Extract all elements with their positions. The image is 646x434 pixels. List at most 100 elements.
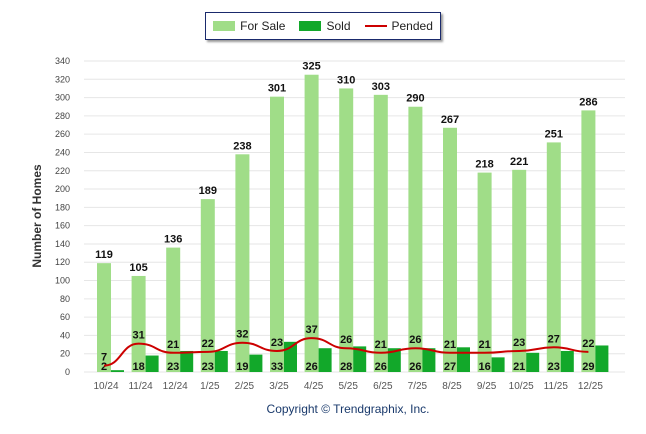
for-sale-bar xyxy=(546,142,561,372)
for-sale-bar xyxy=(166,247,181,372)
for-sale-swatch xyxy=(213,21,236,31)
sold-data-label: 16 xyxy=(478,361,490,373)
for-sale-bar xyxy=(200,199,215,372)
for-sale-data-label: 238 xyxy=(233,140,251,152)
y-tick-label: 340 xyxy=(55,56,70,66)
pended-data-label: 22 xyxy=(202,338,214,350)
x-tick-label: 6/25 xyxy=(373,381,393,392)
x-tick-label: 11/25 xyxy=(544,381,569,392)
copyright: Copyright © Trendgraphix, Inc. xyxy=(266,402,430,416)
y-tick-label: 20 xyxy=(60,349,70,359)
sold-data-label: 21 xyxy=(513,361,525,373)
y-tick-label: 220 xyxy=(55,166,70,176)
sold-bar xyxy=(214,350,228,372)
sold-bar xyxy=(422,348,436,372)
x-tick-label: 9/25 xyxy=(477,381,497,392)
pended-data-label: 27 xyxy=(548,333,560,345)
for-sale-data-label: 301 xyxy=(268,83,286,95)
legend-label: Pended xyxy=(391,19,433,33)
y-tick-label: 320 xyxy=(55,74,70,84)
for-sale-data-label: 119 xyxy=(95,249,113,261)
x-tick-label: 5/25 xyxy=(338,381,358,392)
sold-bar xyxy=(387,348,401,372)
legend-label: Sold xyxy=(326,19,351,33)
for-sale-data-label: 218 xyxy=(475,159,493,171)
legend-item-pended[interactable]: Pended xyxy=(364,19,433,33)
y-tick-label: 120 xyxy=(55,257,70,267)
y-tick-label: 0 xyxy=(65,367,70,377)
x-tick-label: 8/25 xyxy=(442,381,462,392)
pended-data-label: 21 xyxy=(167,339,179,351)
for-sale-bar xyxy=(339,88,354,373)
for-sale-bar xyxy=(97,263,111,372)
pended-data-label: 32 xyxy=(236,329,248,341)
y-tick-label: 60 xyxy=(60,312,70,322)
y-tick-label: 160 xyxy=(55,221,70,231)
x-tick-label: 12/25 xyxy=(578,381,603,392)
for-sale-bar xyxy=(235,154,250,372)
for-sale-data-label: 286 xyxy=(579,96,597,108)
pended-data-label: 31 xyxy=(132,330,144,342)
pended-line xyxy=(103,337,589,367)
for-sale-bar xyxy=(408,106,423,372)
x-tick-label: 1/25 xyxy=(200,381,220,392)
legend: For Sale Sold Pended xyxy=(205,12,441,40)
sold-data-label: 23 xyxy=(202,361,214,373)
x-tick-label: 7/25 xyxy=(408,381,428,392)
for-sale-bar xyxy=(443,127,457,372)
x-tick-label: 11/24 xyxy=(128,381,153,392)
for-sale-data-label: 221 xyxy=(510,156,528,168)
sold-data-label: 26 xyxy=(305,361,317,373)
y-tick-label: 240 xyxy=(55,147,70,157)
for-sale-bar xyxy=(270,96,284,373)
sold-data-label: 23 xyxy=(167,361,179,373)
y-tick-label: 300 xyxy=(55,93,70,103)
pended-data-label: 26 xyxy=(409,334,421,346)
for-sale-bar xyxy=(373,94,388,372)
sold-bar xyxy=(180,350,194,372)
pended-swatch xyxy=(364,25,387,27)
sold-data-label: 19 xyxy=(236,361,248,373)
x-tick-label: 12/24 xyxy=(163,381,188,392)
legend-item-sold[interactable]: Sold xyxy=(299,19,351,33)
sold-bar xyxy=(560,350,574,372)
for-sale-data-label: 189 xyxy=(199,185,217,197)
for-sale-bar xyxy=(512,169,527,372)
for-sale-data-label: 136 xyxy=(164,234,182,246)
sold-data-label: 27 xyxy=(444,361,456,373)
x-tick-label: 10/24 xyxy=(93,381,118,392)
legend-label: For Sale xyxy=(240,19,286,33)
sold-bar xyxy=(318,348,332,372)
sold-bar xyxy=(595,345,609,372)
y-tick-label: 260 xyxy=(55,129,70,139)
x-tick-label: 2/25 xyxy=(235,381,255,392)
sold-data-label: 18 xyxy=(132,361,144,373)
pended-data-label: 26 xyxy=(340,334,352,346)
pended-data-label: 21 xyxy=(444,339,456,351)
for-sale-bar xyxy=(131,275,146,372)
sold-data-label: 26 xyxy=(409,361,421,373)
y-axis-label: Number of Homes xyxy=(30,164,44,268)
sold-data-label: 33 xyxy=(271,361,283,373)
for-sale-data-label: 251 xyxy=(545,128,563,140)
x-tick-label: 10/25 xyxy=(509,381,534,392)
pended-data-label: 21 xyxy=(478,339,490,351)
y-tick-label: 100 xyxy=(55,276,70,286)
legend-item-for-sale[interactable]: For Sale xyxy=(213,19,285,33)
for-sale-data-label: 325 xyxy=(302,61,320,73)
for-sale-data-label: 105 xyxy=(129,262,147,274)
sold-bar xyxy=(249,354,263,372)
y-tick-label: 280 xyxy=(55,111,70,121)
y-tick-label: 80 xyxy=(60,294,70,304)
pended-data-label: 7 xyxy=(101,352,107,364)
pended-data-label: 21 xyxy=(375,339,387,351)
for-sale-data-label: 267 xyxy=(441,114,459,126)
pended-data-label: 23 xyxy=(271,337,283,349)
for-sale-data-label: 310 xyxy=(337,74,355,86)
for-sale-data-label: 303 xyxy=(372,81,390,93)
y-tick-label: 180 xyxy=(55,202,70,212)
for-sale-bar xyxy=(304,74,319,373)
sold-data-label: 2 xyxy=(101,361,107,373)
